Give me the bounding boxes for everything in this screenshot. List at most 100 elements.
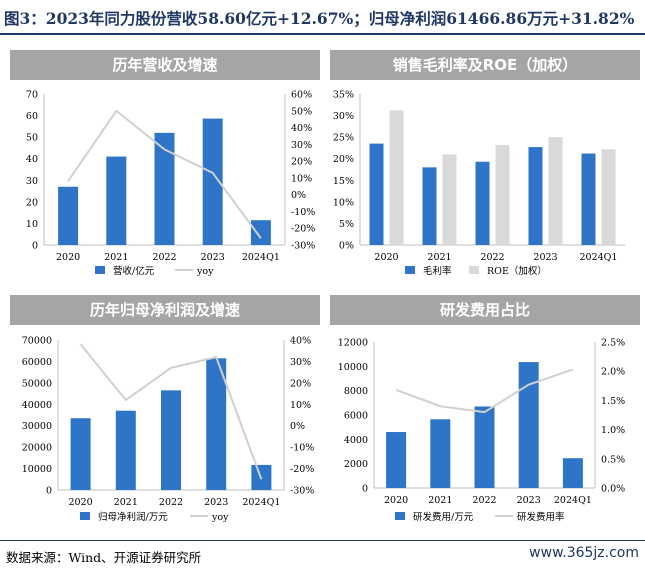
bar-primary xyxy=(562,458,583,488)
bar-primary xyxy=(206,358,227,490)
source-note: 数据来源：Wind、开源证券研究所 xyxy=(6,550,202,565)
yoy-line xyxy=(79,343,263,480)
y-left-tick-label: 20% xyxy=(333,154,354,165)
y-left-tick-label: 10000 xyxy=(22,464,52,475)
y-left-tick-label: 30% xyxy=(333,111,354,122)
y-right-tick-label: 1.5% xyxy=(601,396,625,407)
legend-bar-swatch xyxy=(95,266,105,274)
y-right-tick-label: -20% xyxy=(291,224,315,235)
y-left-tick-label: 30 xyxy=(26,176,38,187)
legend-label: 研发费用/万元 xyxy=(413,511,474,523)
y-left-tick-label: 25% xyxy=(333,133,354,144)
y-right-tick-label: -10% xyxy=(290,443,314,454)
net-profit-panel-title: 历年归母净利润及增速 xyxy=(10,295,320,325)
bar-primary xyxy=(106,156,127,245)
y-right-tick-label: 0% xyxy=(290,421,305,432)
margin-roe-panel-title: 销售毛利率及ROE（加权） xyxy=(330,50,640,80)
y-right-tick-label: 0% xyxy=(291,190,306,201)
y-right-tick-label: 2.5% xyxy=(601,338,625,349)
x-tick-label: 2020 xyxy=(384,495,408,506)
legend-bar-swatch xyxy=(80,512,90,520)
yoy-line xyxy=(395,368,574,414)
y-left-tick-label: 4000 xyxy=(344,435,368,446)
y-left-tick-label: 6000 xyxy=(344,411,368,422)
y-left-tick-label: 10% xyxy=(333,197,354,208)
x-tick-label: 2024Q1 xyxy=(554,495,592,506)
y-left-tick-label: 2000 xyxy=(344,459,368,470)
y-right-tick-label: 40% xyxy=(291,123,312,134)
y-left-tick-label: 30000 xyxy=(22,421,52,432)
bar-primary xyxy=(475,161,490,245)
y-left-tick-label: 0 xyxy=(362,484,368,495)
y-left-tick-label: 8000 xyxy=(344,386,368,397)
x-tick-label: 2022 xyxy=(159,497,183,508)
bar-primary xyxy=(250,220,271,245)
y-right-tick-label: 10% xyxy=(290,400,311,411)
bar-secondary xyxy=(442,154,457,245)
net-profit-chart: 0 10000 20000 30000 40000 50000 60000 70000 -30%… xyxy=(22,336,315,524)
y-left-tick-label: 70 xyxy=(26,90,38,101)
x-tick-label: 2023 xyxy=(533,252,557,263)
x-tick-label: 2021 xyxy=(104,252,128,263)
y-left-tick-label: 15% xyxy=(333,176,354,187)
bar-primary xyxy=(474,406,495,488)
x-tick-label: 2022 xyxy=(472,495,496,506)
rd-chart: 0 2000 4000 6000 8000 10000 12000 0.0% 0.5% 1.0% 1… xyxy=(338,338,625,524)
y-right-tick-label: 0.0% xyxy=(601,484,625,495)
legend-label: yoy xyxy=(196,266,214,277)
bar-secondary xyxy=(495,144,510,245)
bar-secondary xyxy=(548,137,563,245)
y-left-tick-label: 40000 xyxy=(22,400,52,411)
y-left-tick-label: 20 xyxy=(26,197,38,208)
bar-primary xyxy=(154,132,175,245)
y-right-tick-label: -30% xyxy=(290,486,314,497)
legend-bar-swatch xyxy=(405,266,415,274)
x-tick-label: 2021 xyxy=(428,495,452,506)
legend-label: ROE（加权） xyxy=(487,265,547,277)
y-left-tick-label: 70000 xyxy=(22,336,52,347)
y-right-tick-label: 50% xyxy=(291,106,312,117)
y-left-tick-label: 5% xyxy=(339,219,354,230)
y-right-tick-label: 0.5% xyxy=(601,454,625,465)
rd-panel-title: 研发费用占比 xyxy=(330,295,640,325)
y-left-tick-label: 60 xyxy=(26,111,38,122)
revenue-panel-title: 历年营收及增速 xyxy=(10,50,320,80)
bar-primary xyxy=(58,186,79,245)
x-tick-label: 2023 xyxy=(201,252,225,263)
y-left-tick-label: 12000 xyxy=(338,338,368,349)
figure-title: 图3：2023年同力股份营收58.60亿元+12.67%；归母净利润61466.… xyxy=(4,9,635,28)
bar-primary xyxy=(161,390,181,490)
rd-panel: 研发费用占比 0 2000 4000 6000 8000 10000 12000 0.0% 0.… xyxy=(330,295,640,525)
bar-primary xyxy=(70,418,91,490)
bar-primary xyxy=(528,147,543,245)
y-left-tick-label: 0% xyxy=(339,241,354,252)
y-left-tick-label: 60000 xyxy=(22,357,52,368)
bar-primary xyxy=(430,419,451,488)
bar-secondary xyxy=(601,149,616,245)
y-right-tick-label: 30% xyxy=(290,357,311,368)
x-tick-label: 2024Q1 xyxy=(242,252,280,263)
y-right-tick-label: -30% xyxy=(291,241,315,252)
y-left-tick-label: 35% xyxy=(333,90,354,101)
revenue-panel: 历年营收及增速 0 10 20 30 40 50 60 70 -30% -20% -10% 0% 10%… xyxy=(10,50,320,280)
net-profit-panel: 历年归母净利润及增速 0 10000 20000 30000 40000 50000 600… xyxy=(10,295,320,525)
y-right-tick-label: 2.0% xyxy=(601,367,625,378)
y-left-tick-label: 50000 xyxy=(22,378,52,389)
y-right-tick-label: -20% xyxy=(290,464,314,475)
y-right-tick-label: 20% xyxy=(290,378,311,389)
x-tick-label: 2023 xyxy=(517,495,541,506)
legend-label: 研发费用率 xyxy=(517,511,565,523)
y-right-tick-label: 20% xyxy=(291,157,312,168)
y-right-tick-label: 10% xyxy=(291,173,312,184)
legend-bar-swatch xyxy=(395,512,405,520)
y-right-tick-label: 30% xyxy=(291,140,312,151)
margin-roe-panel: 销售毛利率及ROE（加权） 0% 5% 10% 15% 20% 25% 30% 35% 2020… xyxy=(330,50,640,280)
bar-primary xyxy=(518,362,539,488)
legend-label: 毛利率 xyxy=(423,265,452,277)
y-left-tick-label: 0 xyxy=(32,241,38,252)
legend-label: 营收/亿元 xyxy=(113,265,155,277)
x-tick-label: 2022 xyxy=(152,252,176,263)
margin-roe-chart: 0% 5% 10% 15% 20% 25% 30% 35% 2020 2021 2022 2023 20… xyxy=(333,90,625,277)
x-tick-label: 2021 xyxy=(114,497,138,508)
bar-secondary xyxy=(389,110,404,245)
